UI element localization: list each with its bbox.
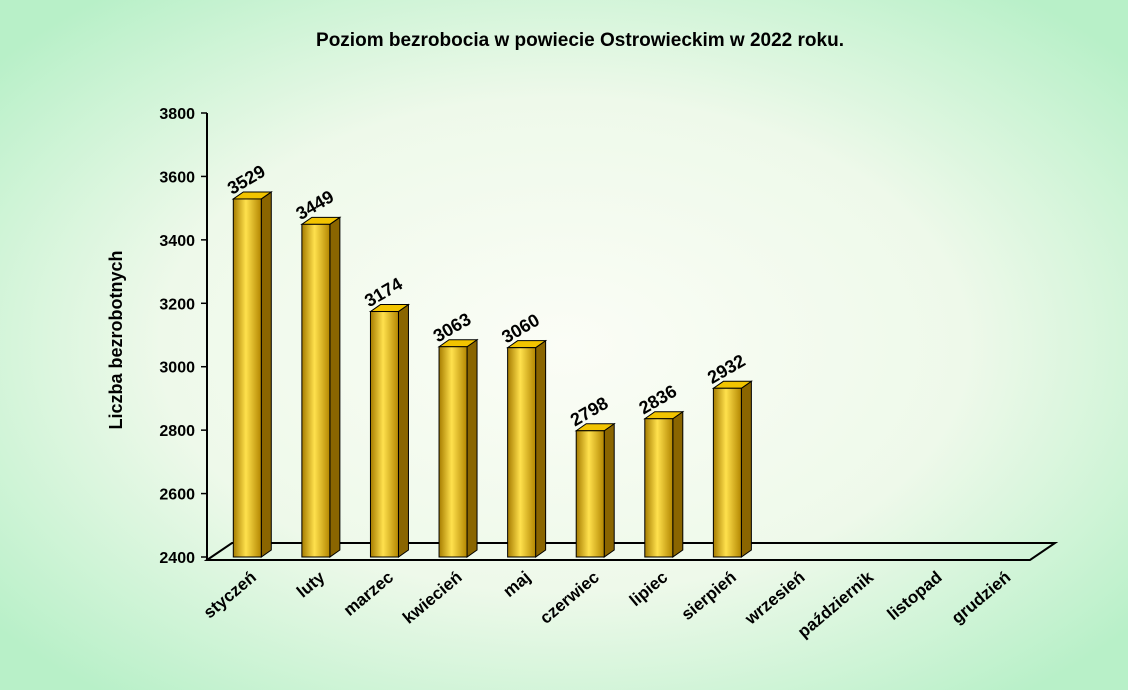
bar-side (536, 341, 546, 557)
bar-side (467, 340, 477, 557)
bar (645, 419, 673, 557)
y-tick-label: 3200 (159, 296, 195, 313)
bar (439, 347, 467, 557)
y-axis-label: Liczba bezrobotnych (106, 250, 126, 429)
bar (233, 199, 261, 557)
bar (508, 348, 536, 557)
chart: Poziom bezrobocia w powiecie Ostrowiecki… (0, 0, 1128, 690)
y-tick-label: 2400 (159, 550, 195, 567)
bar (576, 431, 604, 557)
bar (302, 224, 330, 557)
chart-title: Poziom bezrobocia w powiecie Ostrowiecki… (316, 30, 844, 51)
background (0, 0, 1128, 690)
bar (370, 312, 398, 557)
bar-side (330, 217, 340, 557)
bar (713, 388, 741, 557)
bar-side (261, 192, 271, 557)
bar-side (604, 424, 614, 557)
y-tick-label: 3400 (159, 233, 195, 250)
bar-side (673, 412, 683, 557)
bar-side (741, 381, 751, 557)
y-tick-label: 3600 (159, 169, 195, 186)
y-tick-label: 3800 (159, 106, 195, 123)
y-tick-label: 2800 (159, 423, 195, 440)
y-tick-label: 2600 (159, 487, 195, 504)
y-tick-label: 3000 (159, 360, 195, 377)
bar-side (398, 305, 408, 557)
